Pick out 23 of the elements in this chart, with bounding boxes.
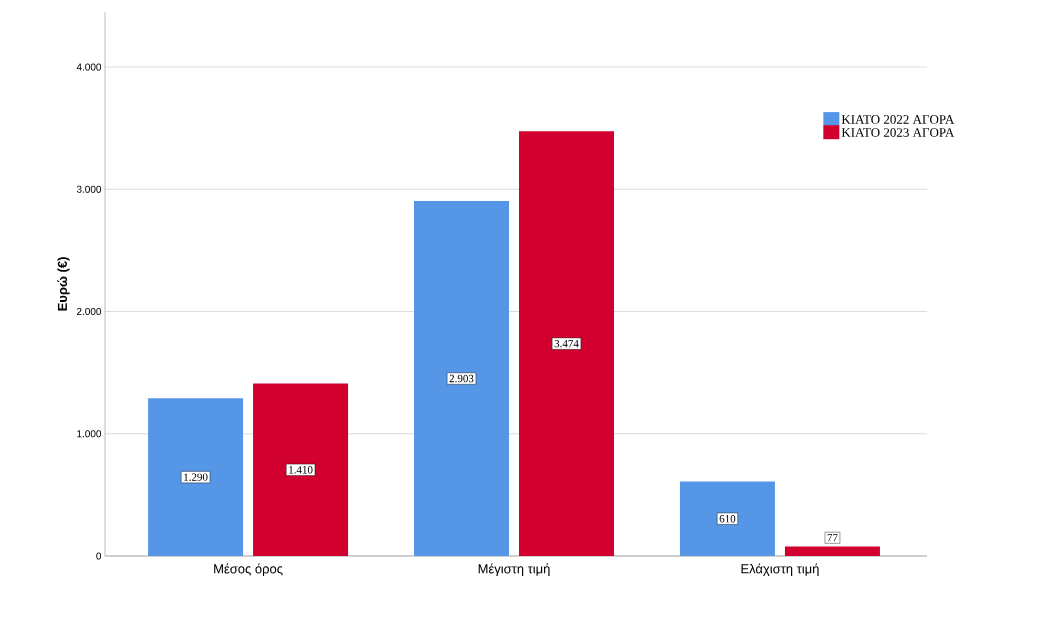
bar xyxy=(414,201,510,556)
y-axis-title: Ευρώ (€) xyxy=(57,257,70,311)
y-tick-label: 4.000 xyxy=(76,63,102,71)
y-tick-label: 3.000 xyxy=(76,185,102,193)
data-label: 77 xyxy=(827,534,838,542)
bar xyxy=(784,546,880,556)
data-label: 610 xyxy=(719,515,736,523)
bar xyxy=(679,481,775,556)
x-tick-label: Μέγιστη τιμή xyxy=(478,563,550,577)
bar xyxy=(148,398,244,556)
y-tick-label: 2.000 xyxy=(76,307,102,316)
x-tick-label: Μέσος όρος xyxy=(214,563,283,577)
data-label: 1.290 xyxy=(184,473,208,481)
data-label: 1.410 xyxy=(289,466,313,474)
legend-label: ΚΙΑΤΟ 2022 ΑΓΟΡΑ xyxy=(841,115,955,124)
data-label: 2.903 xyxy=(449,374,474,383)
y-tick-label: 0 xyxy=(96,552,102,560)
bar xyxy=(253,383,349,556)
bar xyxy=(519,131,615,556)
x-tick-label: Ελάχιστη τιμή xyxy=(741,563,819,577)
legend-label: ΚΙΑΤΟ 2023 ΑΓΟΡΑ xyxy=(841,128,955,137)
data-label: 3.474 xyxy=(554,339,579,348)
y-tick-label: 1.000 xyxy=(77,430,102,438)
